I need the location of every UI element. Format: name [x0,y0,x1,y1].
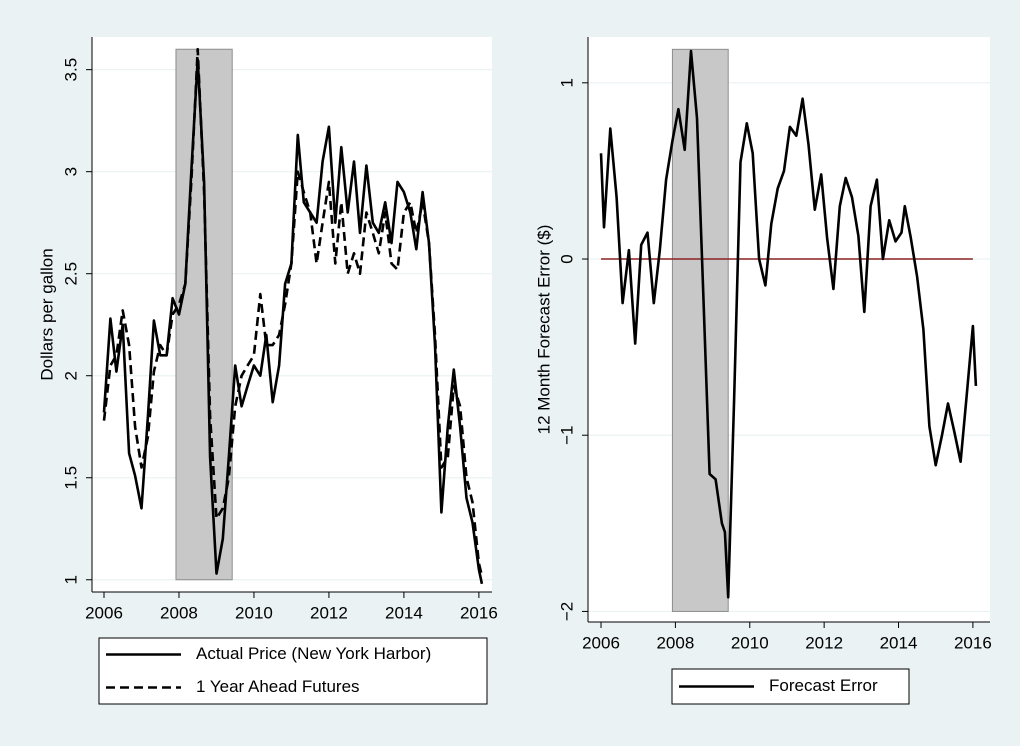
y-tick-label: 1.5 [61,466,80,490]
y-axis-title: 12 Month Forecast Error ($) [534,225,553,435]
x-tick-label: 2010 [235,603,273,622]
x-tick-label: 2016 [954,633,992,652]
series-line [599,49,978,599]
x-tick-label: 2016 [460,603,498,622]
y-tick-label: 0 [557,254,576,263]
plot-area [92,37,492,592]
legend-box [98,637,488,705]
y-tick-label: 3.5 [61,58,80,82]
y-tick-label: −1 [557,426,576,445]
legend-label: Actual Price (New York Harbor) [196,644,431,663]
x-tick-label: 2006 [582,633,620,652]
x-tick-label: 2014 [385,603,423,622]
x-tick-label: 2010 [731,633,769,652]
x-tick-label: 2008 [160,603,198,622]
y-tick-label: −2 [557,602,576,621]
series-line [102,47,484,577]
y-tick-label: 3 [61,167,80,176]
x-tick-label: 2012 [805,633,843,652]
plot-area [588,37,990,622]
x-tick-label: 2006 [85,603,123,622]
y-tick-label: 2.5 [61,262,80,286]
x-tick-label: 2012 [310,603,348,622]
y-tick-label: 1 [61,575,80,584]
y-tick-label: 1 [557,78,576,87]
x-tick-label: 2014 [880,633,918,652]
y-axis-title: Dollars per gallon [37,248,56,380]
shaded-period [671,48,729,612]
shaded-period [175,48,233,581]
x-tick-label: 2008 [656,633,694,652]
legend-label: Forecast Error [769,676,878,695]
y-tick-label: 2 [61,371,80,380]
legend-label: 1 Year Ahead Futures [196,677,360,696]
